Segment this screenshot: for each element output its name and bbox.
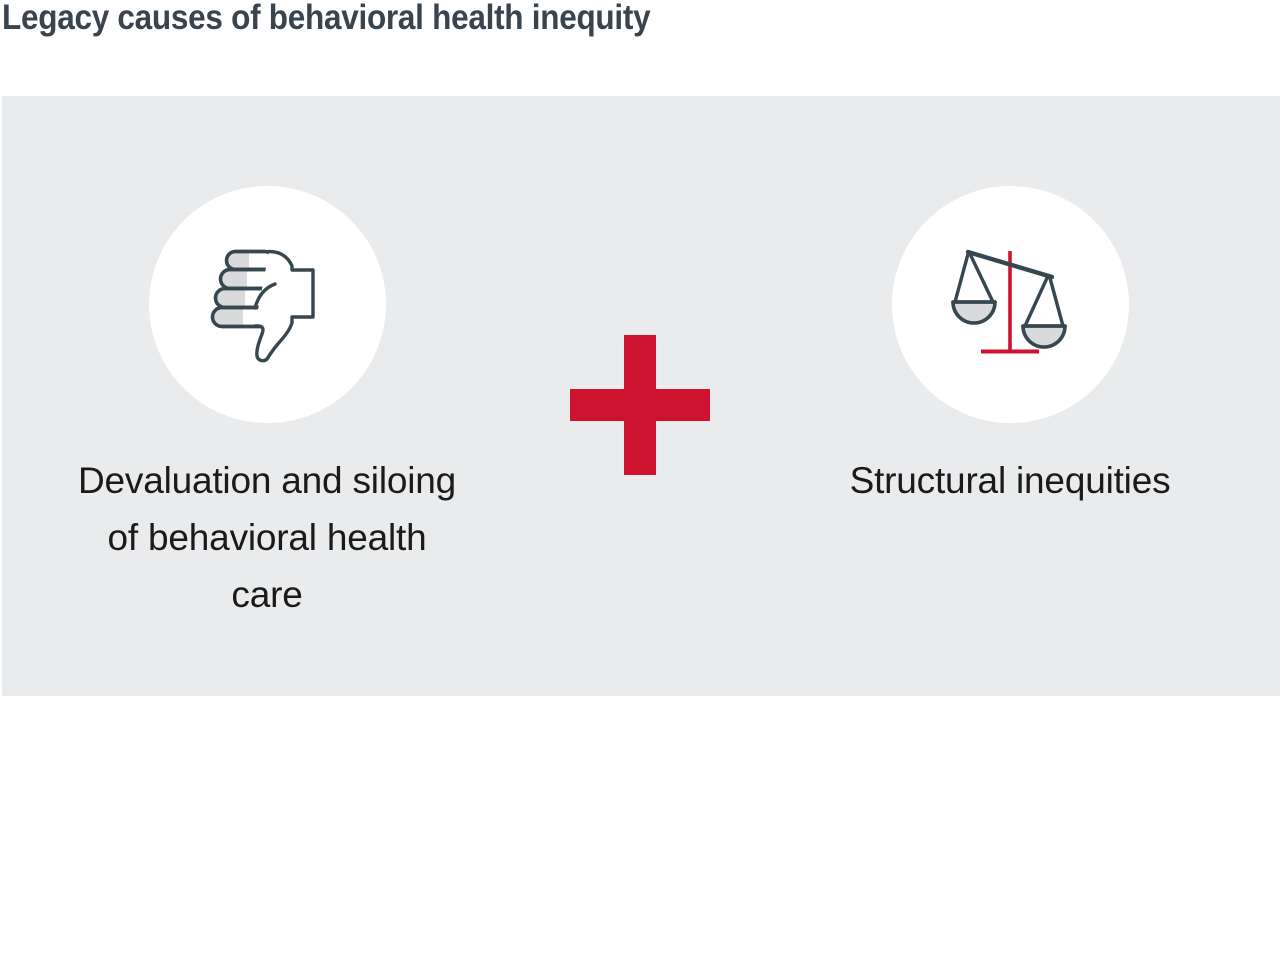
icon-circle-backdrop bbox=[148, 186, 386, 423]
cause-item-devaluation: Devaluation and siloing of behavioral he… bbox=[67, 186, 467, 623]
cause-label-devaluation: Devaluation and siloing of behavioral he… bbox=[78, 460, 456, 615]
page-title: Legacy causes of behavioral health inequ… bbox=[2, 0, 651, 37]
unbalanced-scales-icon bbox=[951, 249, 1067, 353]
thumbs-down-icon bbox=[210, 249, 315, 362]
content-panel: Devaluation and siloing of behavioral he… bbox=[2, 96, 1280, 696]
plus-icon bbox=[570, 335, 710, 475]
plus-vertical-bar bbox=[624, 335, 656, 475]
icon-circle-backdrop bbox=[891, 186, 1129, 423]
cause-item-structural-inequities: Structural inequities bbox=[810, 186, 1210, 509]
cause-label-structural-inequities: Structural inequities bbox=[849, 460, 1171, 501]
